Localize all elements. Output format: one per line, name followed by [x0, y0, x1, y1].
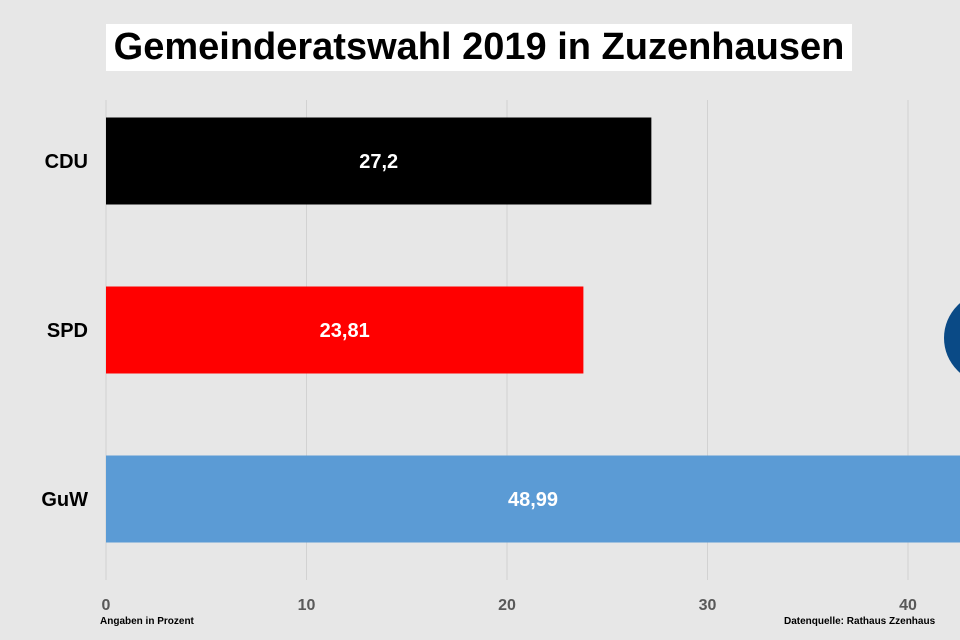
chart-title: Gemeinderatswahl 2019 in Zuzenhausen [113, 26, 845, 68]
category-label-cdu: CDU [45, 151, 88, 173]
value-label-spd: 23,81 [320, 320, 370, 342]
category-labels: CDU SPD GuW [41, 151, 88, 511]
bar-cdu [106, 117, 652, 205]
x-tick-40: 40 [899, 597, 917, 614]
value-label-cdu: 27,2 [359, 151, 398, 173]
bar-guw [106, 455, 960, 543]
x-tick-20: 20 [498, 597, 516, 614]
x-tick-0: 0 [102, 597, 111, 614]
logo-circle [944, 303, 960, 373]
title-background [106, 24, 852, 71]
category-label-spd: SPD [47, 320, 88, 342]
x-tick-10: 10 [298, 597, 316, 614]
value-label-guw: 48,99 [508, 489, 558, 511]
bar-spd [106, 286, 584, 374]
source-note: Datenquelle: Rathaus Zzenhaus [784, 616, 936, 627]
x-tick-30: 30 [699, 597, 717, 614]
x-tick-labels: 0 10 20 30 40 [102, 597, 917, 614]
category-label-guw: GuW [41, 489, 88, 511]
value-labels: 27,2 23,81 48,99 [320, 151, 558, 511]
bars [106, 117, 960, 543]
unit-note: Angaben in Prozent [100, 616, 194, 627]
